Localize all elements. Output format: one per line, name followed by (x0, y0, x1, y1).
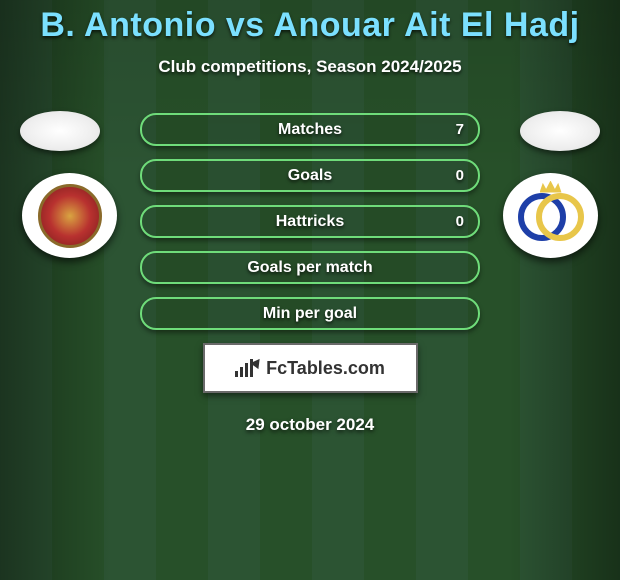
stat-value-right: 0 (456, 207, 464, 236)
logo-text: FcTables.com (266, 358, 385, 379)
stat-label: Hattricks (276, 213, 344, 230)
player-photo-left (20, 111, 100, 151)
date-label: 29 october 2024 (0, 415, 620, 435)
stat-row-hattricks: Hattricks 0 (140, 205, 480, 238)
stat-label: Matches (278, 121, 342, 138)
stat-row-matches: Matches 7 (140, 113, 480, 146)
stat-rows: Matches 7 Goals 0 Hattricks 0 Goals per … (140, 113, 480, 330)
stat-row-goals: Goals 0 (140, 159, 480, 192)
stat-label: Goals per match (247, 259, 372, 276)
page-title: B. Antonio vs Anouar Ait El Hadj (0, 0, 620, 45)
subtitle: Club competitions, Season 2024/2025 (0, 57, 620, 77)
stat-label: Goals (288, 167, 332, 184)
comparison-area: Matches 7 Goals 0 Hattricks 0 Goals per … (0, 113, 620, 435)
stat-value-right: 0 (456, 161, 464, 190)
stat-label: Min per goal (263, 305, 357, 322)
stat-row-min-per-goal: Min per goal (140, 297, 480, 330)
stat-row-goals-per-match: Goals per match (140, 251, 480, 284)
club-badge-left (22, 173, 117, 258)
stat-value-right: 7 (456, 115, 464, 144)
club-badge-right (503, 173, 598, 258)
fctables-logo[interactable]: FcTables.com (203, 343, 418, 393)
player-photo-right (520, 111, 600, 151)
